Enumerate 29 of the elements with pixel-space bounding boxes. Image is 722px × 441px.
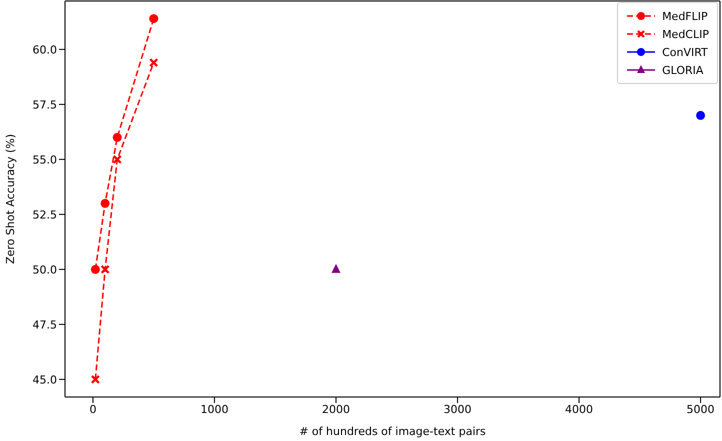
- point: [91, 375, 100, 384]
- y-tick-label: 52.5: [32, 208, 57, 222]
- point: [331, 264, 340, 273]
- y-tick-label: 50.0: [32, 263, 57, 276]
- x-tick-label: 2000: [322, 402, 350, 416]
- x-tick-label: 4000: [565, 402, 594, 416]
- legend-label: GLORIA: [662, 64, 704, 76]
- point: [112, 155, 122, 164]
- legend-label: MedFLIP: [662, 10, 708, 22]
- x-tick-label: 3000: [444, 402, 472, 416]
- point: [149, 58, 158, 67]
- y-tick-label: 60.0: [32, 43, 57, 56]
- y-tick-label: 45.0: [32, 373, 57, 386]
- x-axis-title: # of hundreds of image-text pairs: [299, 425, 486, 438]
- y-tick-label: 47.5: [32, 318, 57, 332]
- point: [112, 132, 122, 142]
- x-tick-label: 0: [89, 402, 96, 416]
- legend-label: MedCLIP: [662, 28, 709, 40]
- x-tick-label: 5000: [686, 402, 715, 416]
- point: [696, 110, 706, 120]
- y-tick-label: 57.5: [32, 98, 57, 112]
- point: [90, 264, 100, 274]
- point: [149, 14, 158, 24]
- x-tick-label: 1000: [200, 402, 228, 416]
- legend-label: ConVIRT: [662, 46, 708, 58]
- y-axis-title: Zero Shot Accuracy (%): [4, 134, 17, 264]
- point: [100, 265, 110, 274]
- point: [100, 198, 110, 208]
- y-tick-label: 55.0: [32, 153, 57, 166]
